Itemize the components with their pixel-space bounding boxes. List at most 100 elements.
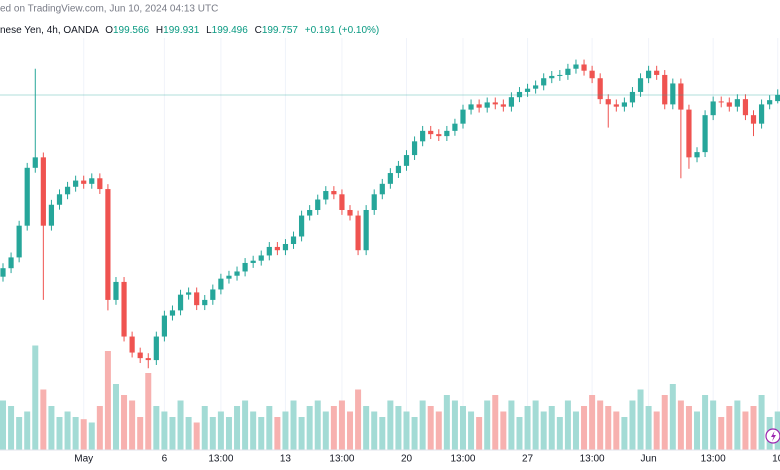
volume-bar: [48, 406, 55, 450]
replay-glyph: [771, 431, 776, 442]
candle-body: [500, 104, 506, 107]
candle-body: [298, 215, 305, 237]
volume-bar: [64, 411, 71, 450]
candle-body: [734, 99, 740, 107]
volume-bar: [338, 400, 345, 450]
candle-body: [113, 281, 119, 300]
volume-bar: [734, 400, 741, 450]
candle-body: [56, 194, 63, 205]
candle-body: [186, 292, 192, 295]
volume-bar: [0, 400, 6, 450]
x-tick-label: 13: [280, 454, 292, 465]
volume-bar: [468, 411, 475, 450]
candle-body: [8, 257, 14, 269]
volume-bar: [451, 400, 458, 450]
candle-body: [452, 123, 458, 131]
volume-bar: [306, 406, 313, 450]
volume-bar: [201, 406, 208, 450]
candle-body: [266, 246, 272, 256]
x-tick-label: 13:00: [450, 454, 475, 465]
replay-button[interactable]: [765, 428, 780, 444]
volume-bar: [556, 417, 563, 450]
volume-bar: [209, 417, 216, 450]
volume-bar: [508, 400, 515, 450]
candle-body: [516, 91, 523, 98]
volume-bar: [161, 411, 168, 450]
volume-bar: [169, 417, 176, 450]
volume-bar: [548, 406, 555, 450]
candle-body: [387, 173, 393, 184]
candle-body: [533, 85, 539, 89]
candle-body: [218, 278, 224, 290]
price-pane: [0, 59, 780, 369]
candle-body: [775, 94, 780, 102]
volume-bar: [718, 417, 725, 450]
volume-bar: [314, 400, 321, 450]
candle-body: [411, 141, 418, 156]
volume-bar: [758, 395, 765, 450]
candle-body: [250, 260, 256, 263]
candle-body: [436, 134, 442, 137]
volume-bar: [274, 417, 281, 450]
candle-body: [492, 102, 498, 105]
x-tick-label: 20: [401, 454, 413, 465]
volume-bar: [363, 406, 370, 450]
volume-bar: [40, 389, 47, 450]
candle-body: [290, 236, 297, 244]
candle-body: [282, 244, 289, 251]
candle-body: [742, 99, 749, 116]
volume-bar: [685, 406, 692, 450]
volume-bar: [8, 406, 15, 450]
volume-bar: [24, 411, 31, 450]
candle-body: [468, 104, 474, 110]
candle-body: [702, 115, 708, 153]
volume-bar: [104, 351, 111, 450]
candle-body: [750, 115, 757, 124]
candle-body: [557, 74, 563, 76]
volume-bar: [250, 411, 257, 450]
volume-bar: [572, 411, 579, 450]
candle-body: [347, 209, 353, 216]
candle-body: [420, 130, 426, 142]
candle-body: [573, 64, 579, 69]
legend-label: C: [255, 25, 262, 36]
candle-body: [323, 191, 329, 200]
candle-body: [767, 100, 773, 105]
candle-body: [694, 152, 700, 158]
candle-body: [637, 78, 644, 92]
candle-body: [177, 294, 184, 311]
candle-body: [363, 209, 369, 251]
candle-body: [662, 74, 668, 105]
candle-body: [307, 209, 313, 216]
volume-bar: [597, 400, 604, 450]
symbol: nese Yen, 4h, OANDA: [0, 25, 99, 36]
candle-body: [169, 310, 176, 316]
candle-body: [654, 70, 660, 75]
volume-bar: [459, 406, 466, 450]
candle-body: [646, 70, 652, 79]
candle-body: [81, 180, 87, 184]
candle-body: [613, 104, 619, 107]
volume-bar: [56, 417, 63, 450]
x-tick-label: 13:00: [329, 454, 354, 465]
volume-bar: [564, 400, 571, 450]
volume-bar: [185, 417, 192, 450]
volume-bar: [371, 411, 378, 450]
candle-body: [678, 83, 684, 110]
volume-bar: [225, 417, 232, 450]
candle-body: [73, 180, 79, 187]
volume-bar: [129, 400, 136, 450]
candle-body: [670, 83, 676, 105]
candle-body: [40, 157, 46, 226]
legend-value: 199.757: [262, 25, 299, 36]
volume-bar: [669, 384, 676, 450]
candle-body: [161, 315, 167, 337]
volume-bar: [532, 400, 539, 450]
candle-body: [24, 167, 30, 226]
volume-bar: [621, 417, 628, 450]
volume-bar: [234, 406, 241, 450]
symbol-legend: nese Yen, 4h, OANDA O199.566 H199.931 L1…: [0, 25, 379, 36]
volume-bar: [750, 406, 757, 450]
legend-value: 199.496: [212, 25, 249, 36]
volume-bar: [112, 384, 119, 450]
